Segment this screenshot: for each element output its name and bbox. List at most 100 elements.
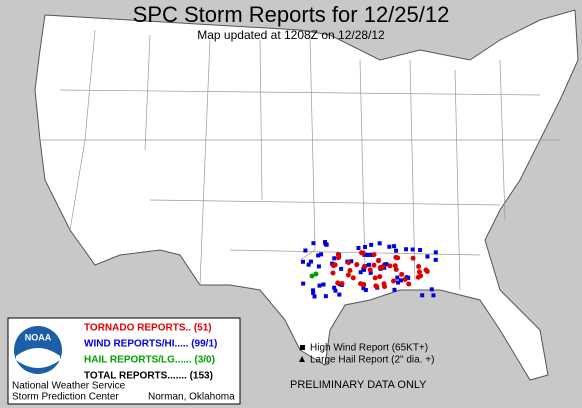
report-marker — [350, 275, 356, 281]
triangle-marker — [299, 356, 305, 362]
report-marker — [363, 287, 368, 292]
report-marker — [354, 262, 360, 268]
report-marker — [394, 248, 399, 253]
report-marker — [313, 271, 319, 277]
report-marker — [316, 253, 321, 258]
report-marker — [310, 288, 315, 293]
report-marker — [365, 252, 370, 257]
key-entry: Large Hail Report (2" dia. +) — [310, 355, 434, 366]
report-marker — [339, 280, 345, 286]
report-marker — [371, 252, 377, 258]
report-marker — [311, 290, 316, 295]
report-marker — [406, 281, 412, 287]
subtitle: Map updated at 1208Z on 12/28/12 — [197, 28, 385, 42]
report-marker — [323, 294, 328, 299]
location: Norman, Oklahoma — [148, 392, 235, 403]
state-lines — [40, 29, 560, 291]
report-marker — [423, 267, 429, 273]
square-marker — [300, 345, 305, 350]
report-marker — [372, 275, 378, 281]
report-marker — [368, 270, 373, 275]
report-marker — [347, 267, 353, 273]
report-marker — [410, 255, 416, 261]
report-marker — [377, 265, 383, 271]
legend-entry: WIND REPORTS/HI..... (99/1) — [84, 339, 217, 350]
noaa-logo-wave — [16, 348, 60, 368]
report-marker — [330, 270, 336, 276]
title: SPC Storm Reports for 12/25/12 — [133, 2, 450, 27]
report-marker — [349, 259, 354, 264]
report-marker — [335, 280, 341, 286]
report-marker — [358, 270, 363, 275]
report-marker — [415, 274, 421, 280]
report-marker — [404, 275, 409, 280]
report-marker — [363, 244, 368, 249]
report-marker — [336, 255, 342, 261]
report-marker — [312, 294, 317, 299]
report-marker — [323, 242, 328, 247]
report-marker — [392, 244, 397, 249]
report-marker — [371, 262, 377, 268]
report-marker — [387, 263, 393, 269]
footer: PRELIMINARY DATA ONLY — [290, 379, 427, 391]
legend-entry: TORNADO REPORTS.. (51) — [84, 323, 212, 334]
report-marker — [346, 260, 352, 266]
report-marker — [337, 292, 342, 297]
report-marker — [420, 293, 425, 298]
storm-reports — [300, 240, 438, 299]
logo-text: NOAA — [25, 332, 52, 342]
report-marker — [333, 288, 338, 293]
agency: National Weather Service — [12, 381, 126, 392]
report-marker — [418, 248, 423, 253]
report-marker — [391, 278, 397, 284]
report-marker — [331, 263, 337, 269]
report-marker — [319, 252, 324, 257]
report-marker — [311, 241, 316, 246]
report-marker — [374, 284, 380, 290]
report-marker — [321, 282, 326, 287]
report-marker — [309, 273, 315, 279]
report-marker — [392, 287, 397, 292]
report-marker — [395, 255, 401, 261]
report-marker — [398, 278, 403, 283]
report-marker — [396, 280, 401, 285]
report-marker — [377, 241, 382, 246]
legend-entry: HAIL REPORTS/LG...... (3/0) — [84, 355, 215, 366]
report-marker — [416, 269, 422, 275]
report-marker — [361, 286, 366, 291]
report-marker — [404, 247, 409, 252]
report-marker — [431, 293, 436, 298]
report-marker — [316, 264, 321, 269]
report-marker — [377, 274, 383, 280]
marker-key: High Wind Report (65KT+) Large Hail Repo… — [299, 343, 434, 366]
legend-entry: TOTAL REPORTS....... (153) — [84, 371, 213, 382]
report-marker — [300, 259, 305, 264]
report-marker — [345, 272, 351, 278]
report-marker — [375, 258, 381, 264]
report-marker — [361, 264, 367, 270]
report-marker — [303, 248, 308, 253]
report-marker — [410, 247, 415, 252]
report-marker — [402, 276, 408, 282]
report-marker — [392, 263, 398, 269]
report-marker — [317, 283, 322, 288]
us-land — [34, 9, 579, 381]
report-marker — [395, 275, 400, 280]
report-marker — [361, 267, 366, 272]
key-entry: High Wind Report (65KT+) — [310, 343, 428, 354]
report-marker — [366, 262, 371, 267]
report-marker — [387, 244, 392, 249]
report-marker — [382, 284, 388, 290]
report-marker — [416, 264, 422, 270]
report-marker — [433, 257, 438, 262]
report-marker — [429, 287, 434, 292]
report-marker — [433, 250, 438, 255]
report-marker — [425, 254, 430, 259]
center: Storm Prediction Center — [12, 392, 119, 403]
report-marker — [339, 266, 344, 271]
report-marker — [360, 250, 366, 256]
report-marker — [384, 262, 389, 267]
report-marker — [323, 240, 328, 245]
report-marker — [358, 281, 364, 287]
